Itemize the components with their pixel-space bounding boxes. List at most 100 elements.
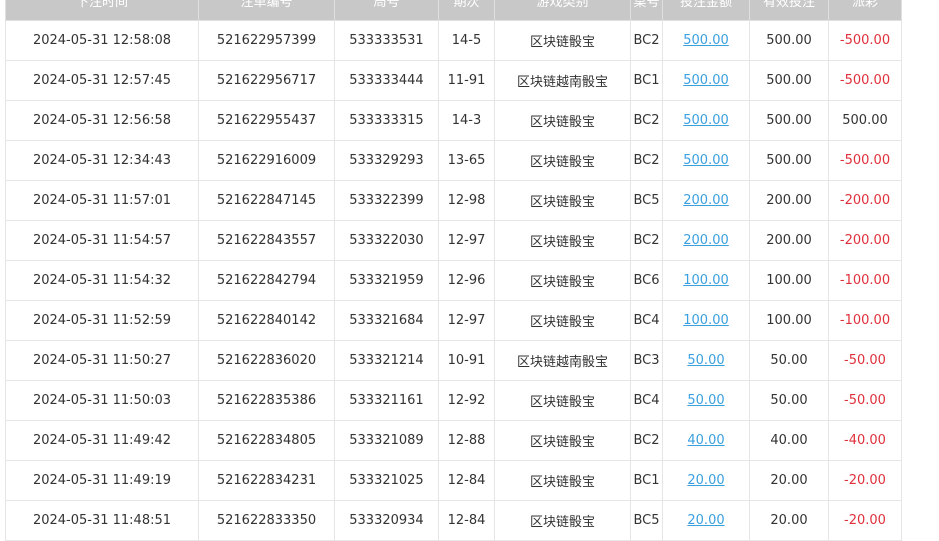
bet-amount-link[interactable]: 500.00: [683, 153, 729, 168]
cell-payout: -50.00: [828, 380, 902, 421]
cell-round-id: 533333531: [334, 20, 439, 61]
cell-bet-id: 521622843557: [198, 220, 335, 261]
cell-period: 10-91: [438, 340, 495, 381]
cell-bet-amount: 500.00: [662, 20, 750, 61]
bet-amount-link[interactable]: 20.00: [687, 513, 725, 528]
cell-table-no: BC4: [630, 380, 663, 421]
cell-game-type: 区块链骰宝: [494, 220, 631, 261]
cell-valid-bet: 500.00: [749, 140, 829, 181]
table-row: 2024-05-31 11:50:27 521622836020 533321214…: [5, 340, 902, 381]
cell-table-no: BC2: [630, 420, 663, 461]
cell-table-no: BC5: [630, 500, 663, 541]
bet-amount-link[interactable]: 100.00: [683, 273, 729, 288]
cell-game-type: 区块链骰宝: [494, 260, 631, 301]
cell-bet-id: 521622916009: [198, 140, 335, 181]
cell-valid-bet: 200.00: [749, 180, 829, 221]
cell-payout: -200.00: [828, 220, 902, 261]
cell-bet-amount: 50.00: [662, 340, 750, 381]
cell-bet-time: 2024-05-31 12:34:43: [5, 140, 199, 181]
cell-payout: -40.00: [828, 420, 902, 461]
cell-bet-id: 521622957399: [198, 20, 335, 61]
cell-bet-id: 521622956717: [198, 60, 335, 101]
cell-bet-time: 2024-05-31 12:57:45: [5, 60, 199, 101]
cell-bet-time: 2024-05-31 12:56:58: [5, 100, 199, 141]
cell-payout: -500.00: [828, 140, 902, 181]
bet-amount-link[interactable]: 500.00: [683, 73, 729, 88]
cell-bet-time: 2024-05-31 11:49:19: [5, 460, 199, 501]
table-row: 2024-05-31 12:57:45 521622956717 533333444…: [5, 60, 902, 101]
table-row: 2024-05-31 12:34:43 521622916009 533329293…: [5, 140, 902, 181]
cell-game-type: 区块链骰宝: [494, 20, 631, 61]
cell-payout: -100.00: [828, 260, 902, 301]
cell-table-no: BC2: [630, 100, 663, 141]
cell-valid-bet: 20.00: [749, 460, 829, 501]
cell-round-id: 533321089: [334, 420, 439, 461]
table-row: 2024-05-31 12:56:58 521622955437 533333315…: [5, 100, 902, 141]
cell-payout: -500.00: [828, 20, 902, 61]
cell-table-no: BC1: [630, 460, 663, 501]
cell-valid-bet: 500.00: [749, 100, 829, 141]
cell-period: 14-3: [438, 100, 495, 141]
cell-payout: -100.00: [828, 300, 902, 341]
cell-payout: -20.00: [828, 460, 902, 501]
bet-amount-link[interactable]: 500.00: [683, 113, 729, 128]
bet-records-table: 下注时间 注单编号 局号 期次 游戏类别 桌号 投注金额 有效投注 派彩 2024-05-31 …: [5, 0, 902, 541]
table-row: 2024-05-31 12:58:08 521622957399 533333531…: [5, 20, 902, 61]
table-row: 2024-05-31 11:52:59 521622840142 533321684…: [5, 300, 902, 341]
cell-bet-time: 2024-05-31 11:50:03: [5, 380, 199, 421]
cell-table-no: BC6: [630, 260, 663, 301]
bet-amount-link[interactable]: 20.00: [687, 473, 725, 488]
cell-table-no: BC3: [630, 340, 663, 381]
header-bet-id: 注单编号: [198, 0, 335, 21]
cell-game-type: 区块链骰宝: [494, 380, 631, 421]
cell-bet-amount: 40.00: [662, 420, 750, 461]
cell-period: 14-5: [438, 20, 495, 61]
cell-bet-amount: 20.00: [662, 460, 750, 501]
cell-valid-bet: 50.00: [749, 380, 829, 421]
table-row: 2024-05-31 11:49:42 521622834805 533321089…: [5, 420, 902, 461]
cell-bet-id: 521622847145: [198, 180, 335, 221]
cell-bet-time: 2024-05-31 11:52:59: [5, 300, 199, 341]
bet-amount-link[interactable]: 40.00: [687, 433, 725, 448]
cell-round-id: 533321025: [334, 460, 439, 501]
cell-period: 12-84: [438, 460, 495, 501]
table-row: 2024-05-31 11:54:32 521622842794 533321959…: [5, 260, 902, 301]
bet-amount-link[interactable]: 100.00: [683, 313, 729, 328]
cell-bet-id: 521622833350: [198, 500, 335, 541]
cell-round-id: 533321959: [334, 260, 439, 301]
bet-amount-link[interactable]: 200.00: [683, 233, 729, 248]
cell-bet-id: 521622835386: [198, 380, 335, 421]
cell-game-type: 区块链骰宝: [494, 140, 631, 181]
cell-game-type: 区块链骰宝: [494, 100, 631, 141]
cell-period: 12-92: [438, 380, 495, 421]
cell-bet-amount: 500.00: [662, 100, 750, 141]
bet-amount-link[interactable]: 50.00: [687, 353, 725, 368]
cell-valid-bet: 100.00: [749, 300, 829, 341]
cell-round-id: 533321684: [334, 300, 439, 341]
cell-period: 12-97: [438, 300, 495, 341]
cell-round-id: 533322399: [334, 180, 439, 221]
bet-amount-link[interactable]: 500.00: [683, 33, 729, 48]
header-payout: 派彩: [828, 0, 902, 21]
cell-game-type: 区块链骰宝: [494, 420, 631, 461]
cell-game-type: 区块链骰宝: [494, 500, 631, 541]
cell-period: 12-97: [438, 220, 495, 261]
cell-bet-id: 521622836020: [198, 340, 335, 381]
cell-period: 12-88: [438, 420, 495, 461]
table-row: 2024-05-31 11:48:51 521622833350 533320934…: [5, 500, 902, 541]
cell-bet-amount: 500.00: [662, 60, 750, 101]
cell-bet-time: 2024-05-31 11:49:42: [5, 420, 199, 461]
cell-bet-amount: 20.00: [662, 500, 750, 541]
header-row: 下注时间 注单编号 局号 期次 游戏类别 桌号 投注金额 有效投注 派彩: [5, 0, 902, 21]
cell-valid-bet: 20.00: [749, 500, 829, 541]
cell-payout: -500.00: [828, 60, 902, 101]
cell-table-no: BC5: [630, 180, 663, 221]
cell-table-no: BC2: [630, 220, 663, 261]
bet-amount-link[interactable]: 200.00: [683, 193, 729, 208]
cell-payout: -50.00: [828, 340, 902, 381]
bet-amount-link[interactable]: 50.00: [687, 393, 725, 408]
cell-payout: -200.00: [828, 180, 902, 221]
cell-period: 12-84: [438, 500, 495, 541]
cell-valid-bet: 500.00: [749, 20, 829, 61]
cell-bet-amount: 200.00: [662, 180, 750, 221]
